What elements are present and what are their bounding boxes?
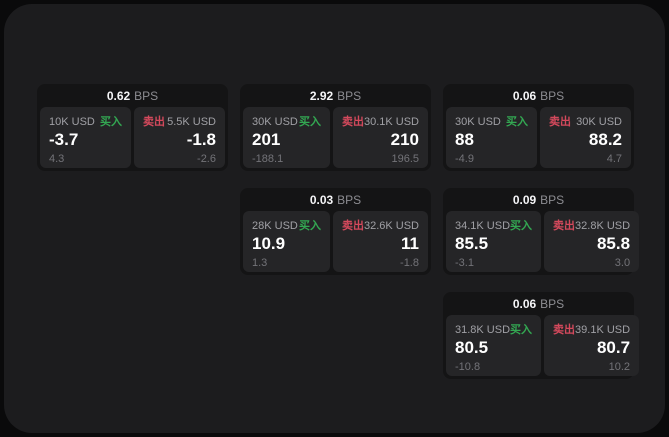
sell-delta: 196.5 (391, 153, 419, 165)
sell-label: 卖出 (549, 116, 571, 128)
buy-delta: -188.1 (252, 153, 284, 165)
bps-label: BPS (540, 89, 565, 103)
sell-cell[interactable]: 卖出 32.8K USD 85.8 3.0 (544, 211, 640, 272)
quote-card: 0.06 BPS 30K USD 买入 88 -4.9 卖出 30K USD 88.2… (443, 84, 634, 171)
sell-cell[interactable]: 卖出 32.6K USD 11 -1.8 (332, 211, 428, 272)
sell-delta: -1.8 (400, 257, 419, 269)
spread-header: 2.92 BPS (243, 84, 428, 107)
spread-header: 0.06 BPS (446, 292, 631, 315)
buy-price: -3.7 (49, 130, 79, 149)
buy-cell[interactable]: 34.1K USD 买入 85.5 -3.1 (446, 211, 542, 272)
sell-label: 卖出 (553, 220, 576, 232)
bps-label: BPS (540, 193, 565, 207)
spread-header: 0.09 BPS (446, 188, 631, 211)
quote-card: 0.03 BPS 28K USD 买入 10.9 1.3 卖出 32.6K USD 1… (240, 188, 431, 275)
buy-delta: 4.3 (49, 153, 65, 165)
bps-label: BPS (540, 297, 565, 311)
buy-label: 买入 (298, 220, 321, 232)
sell-price: 85.8 (596, 234, 631, 253)
notional-amount: 30.1K USD (363, 116, 419, 128)
buy-cell[interactable]: 10K USD 买入 -3.7 4.3 (40, 107, 131, 168)
buy-label: 买入 (510, 220, 533, 232)
sell-delta: 3.0 (614, 257, 631, 269)
quote-card: 0.09 BPS 34.1K USD 买入 85.5 -3.1 卖出 32.8K US… (443, 188, 640, 275)
notional-amount: 39.1K USD (575, 324, 631, 336)
sell-price: 210 (390, 130, 419, 149)
sell-delta: 10.2 (608, 361, 631, 373)
notional-amount: 32.6K USD (363, 220, 419, 232)
buy-label: 买入 (100, 116, 122, 128)
sell-price: -1.8 (186, 130, 216, 149)
notional-amount: 5.5K USD (167, 116, 216, 128)
spread-value: 0.62 (106, 89, 131, 103)
notional-amount: 28K USD (252, 220, 298, 232)
buy-cell[interactable]: 28K USD 买入 10.9 1.3 (243, 211, 330, 272)
notional-amount: 10K USD (49, 116, 95, 128)
spread-header: 0.62 BPS (40, 84, 225, 107)
spread-header: 0.06 BPS (446, 84, 631, 107)
buy-price: 201 (252, 130, 281, 149)
sell-price: 11 (401, 234, 419, 253)
spread-value: 2.92 (309, 89, 334, 103)
quote-card: 0.62 BPS 10K USD 买入 -3.7 4.3 卖出 5.5K USD -1… (37, 84, 228, 171)
notional-amount: 31.8K USD (455, 324, 511, 336)
buy-delta: -4.9 (455, 153, 474, 165)
quotes-panel: 0.62 BPS 10K USD 买入 -3.7 4.3 卖出 5.5K USD -1… (4, 4, 665, 433)
buy-delta: -10.8 (455, 361, 481, 373)
spread-header: 0.03 BPS (243, 188, 428, 211)
sell-cell[interactable]: 卖出 30K USD 88.2 4.7 (540, 107, 631, 168)
spread-value: 0.06 (512, 297, 537, 311)
buy-label: 买入 (506, 116, 528, 128)
bps-label: BPS (134, 89, 159, 103)
buy-label: 买入 (298, 116, 321, 128)
sell-label: 卖出 (341, 220, 364, 232)
sell-cell[interactable]: 卖出 39.1K USD 80.7 10.2 (544, 315, 640, 376)
notional-amount: 32.8K USD (575, 220, 631, 232)
buy-delta: -3.1 (455, 257, 474, 269)
bps-label: BPS (337, 193, 362, 207)
quote-card: 0.06 BPS 31.8K USD 买入 80.5 -10.8 卖出 39.1K U… (443, 292, 640, 379)
notional-amount: 34.1K USD (455, 220, 511, 232)
spread-value: 0.09 (512, 193, 537, 207)
sell-delta: -2.6 (197, 153, 216, 165)
buy-price: 80.5 (455, 338, 489, 357)
buy-cell[interactable]: 31.8K USD 买入 80.5 -10.8 (446, 315, 542, 376)
buy-delta: 1.3 (252, 257, 268, 269)
buy-cell[interactable]: 30K USD 买入 88 -4.9 (446, 107, 537, 168)
spread-value: 0.03 (309, 193, 334, 207)
sell-cell[interactable]: 卖出 30.1K USD 210 196.5 (332, 107, 428, 168)
sell-cell[interactable]: 卖出 5.5K USD -1.8 -2.6 (134, 107, 225, 168)
bps-label: BPS (337, 89, 362, 103)
quote-card: 2.92 BPS 30K USD 买入 201 -188.1 卖出 30.1K USD… (240, 84, 431, 171)
notional-amount: 30K USD (576, 116, 622, 128)
notional-amount: 30K USD (455, 116, 501, 128)
sell-label: 卖出 (143, 116, 165, 128)
sell-price: 88.2 (588, 130, 622, 149)
sell-label: 卖出 (553, 324, 576, 336)
buy-label: 买入 (510, 324, 533, 336)
spread-value: 0.06 (512, 89, 537, 103)
buy-price: 10.9 (252, 234, 286, 253)
buy-cell[interactable]: 30K USD 买入 201 -188.1 (243, 107, 330, 168)
buy-price: 88 (455, 130, 474, 149)
sell-delta: 4.7 (606, 153, 622, 165)
notional-amount: 30K USD (252, 116, 298, 128)
sell-label: 卖出 (341, 116, 364, 128)
sell-price: 80.7 (596, 338, 631, 357)
buy-price: 85.5 (455, 234, 489, 253)
